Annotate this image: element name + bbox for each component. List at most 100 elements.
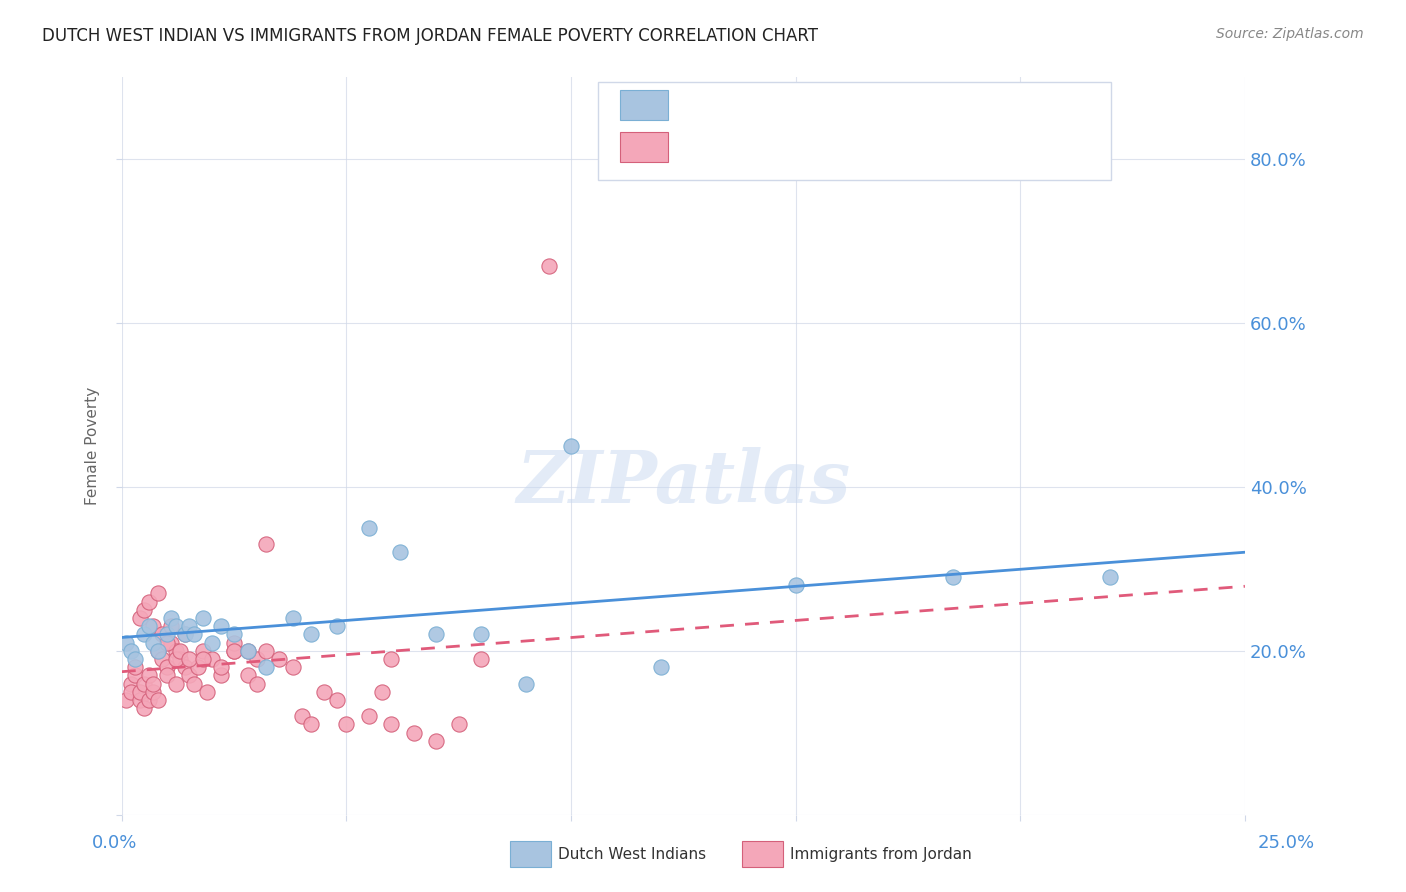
Point [173,660,195,674]
Point [142,676,165,690]
Point [470,652,492,666]
Point [150,652,173,666]
Text: Dutch West Indians: Dutch West Indians [558,847,706,862]
Point [165,644,187,658]
Point [560,439,582,453]
Point [470,627,492,641]
Point [299,717,322,731]
Point [120,684,142,698]
Point [179,668,201,682]
Point [335,717,357,731]
Point [246,676,269,690]
Point [169,644,191,658]
Text: Immigrants from Jordan: Immigrants from Jordan [790,847,972,862]
Point [224,635,246,649]
Point [124,660,146,674]
Point [160,635,183,649]
Point [156,660,179,674]
Point [371,684,394,698]
Point [246,652,269,666]
Point [209,619,232,633]
Point [160,619,183,633]
Point [281,660,304,674]
Point [224,644,246,658]
Point [1099,570,1122,584]
Point [146,644,169,658]
Point [425,734,447,748]
Point [146,693,169,707]
Y-axis label: Female Poverty: Female Poverty [86,387,100,505]
Point [326,619,349,633]
Point [156,668,179,682]
Point [236,644,259,658]
Point [156,635,179,649]
Point [128,611,150,625]
Point [537,259,560,273]
Point [254,644,277,658]
Point [128,684,150,698]
Point [120,644,142,658]
Point [402,725,425,739]
Point [650,660,672,674]
Point [187,660,209,674]
Point [134,701,156,715]
Point [173,627,195,641]
Point [156,627,179,641]
Text: DUTCH WEST INDIAN VS IMMIGRANTS FROM JORDAN FEMALE POVERTY CORRELATION CHART: DUTCH WEST INDIAN VS IMMIGRANTS FROM JOR… [42,27,818,45]
Point [254,660,277,674]
Text: R = 0.322: R = 0.322 [676,94,766,112]
Text: 25.0%: 25.0% [1257,834,1315,852]
Point [299,627,322,641]
Point [146,644,169,658]
Point [224,627,246,641]
Point [134,603,156,617]
Point [142,684,165,698]
Point [267,652,290,666]
Point [124,652,146,666]
Point [326,693,349,707]
Point [224,644,246,658]
Point [380,717,402,731]
Point [195,684,218,698]
Point [165,619,187,633]
Text: N = 69: N = 69 [886,136,953,153]
Point [357,521,380,535]
Point [209,668,232,682]
Point [515,676,537,690]
Point [173,627,195,641]
Point [209,660,232,674]
Point [312,684,335,698]
Point [236,644,259,658]
Point [380,652,402,666]
Text: N = 32: N = 32 [886,94,953,112]
Point [191,644,214,658]
Point [165,652,187,666]
Point [138,619,160,633]
Text: 0.0%: 0.0% [91,834,136,852]
Point [425,627,447,641]
Point [281,611,304,625]
Point [138,693,160,707]
Point [447,717,470,731]
Point [389,545,412,559]
Point [165,676,187,690]
Point [201,635,224,649]
Point [124,668,146,682]
Point [191,652,214,666]
Point [183,627,205,641]
Point [134,627,156,641]
Point [169,652,191,666]
Point [138,668,160,682]
Point [942,570,965,584]
Point [146,586,169,600]
Point [142,635,165,649]
Point [183,676,205,690]
Point [138,594,160,608]
Point [150,627,173,641]
Point [785,578,807,592]
Point [160,611,183,625]
Point [179,619,201,633]
Point [254,537,277,551]
Point [120,676,142,690]
Point [142,619,165,633]
